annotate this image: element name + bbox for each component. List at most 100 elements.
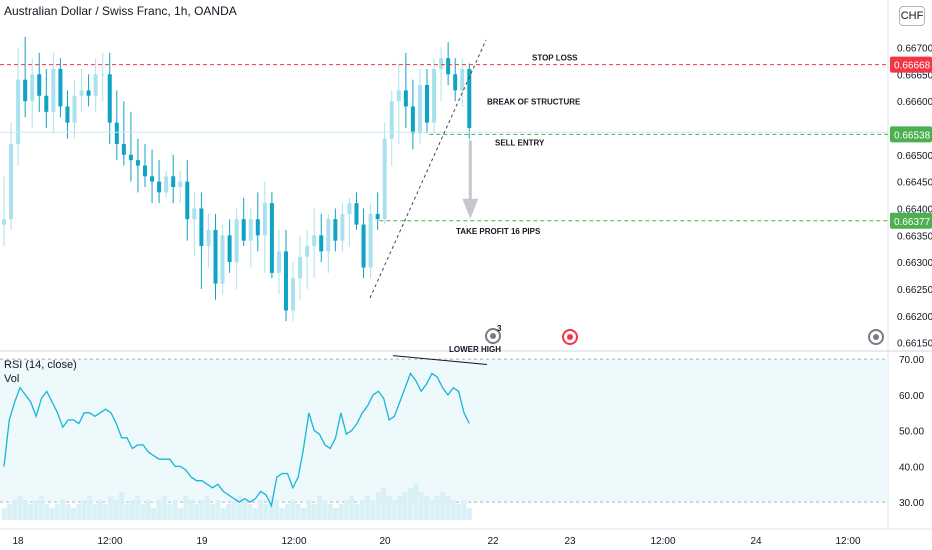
time-tick-label: 19 bbox=[196, 536, 208, 547]
volume-bar bbox=[183, 496, 189, 520]
candle-body bbox=[9, 144, 14, 220]
candle-body bbox=[178, 181, 183, 187]
rsi-legend-label[interactable]: RSI (14, close) bbox=[4, 359, 77, 371]
volume-bar bbox=[466, 508, 472, 520]
volume-bar bbox=[119, 492, 125, 520]
time-tick-label: 12:00 bbox=[650, 536, 675, 547]
event-dividend-icon bbox=[485, 328, 501, 344]
volume-bar bbox=[215, 500, 221, 520]
candle-body bbox=[326, 219, 331, 252]
candle-body bbox=[347, 203, 352, 214]
volume-bar bbox=[151, 508, 157, 520]
volume-bar bbox=[108, 496, 114, 520]
volume-bar bbox=[204, 496, 210, 520]
time-tick-label: 12:00 bbox=[281, 536, 306, 547]
candle-body bbox=[220, 235, 225, 284]
volume-bar bbox=[54, 504, 60, 520]
candle-body bbox=[37, 74, 42, 96]
price-tick-label: 0.66200 bbox=[897, 312, 932, 323]
candle-body bbox=[86, 90, 91, 96]
volume-bar bbox=[317, 496, 323, 520]
candle-body bbox=[439, 58, 444, 69]
vol-legend-label[interactable]: Vol bbox=[4, 373, 20, 385]
volume-bar bbox=[252, 508, 258, 520]
candle-body bbox=[44, 95, 49, 112]
candle-body bbox=[453, 74, 458, 91]
candle-body bbox=[248, 219, 253, 241]
candle-body bbox=[93, 74, 98, 96]
price-tick-label: 0.66150 bbox=[897, 339, 932, 350]
volume-bar bbox=[370, 500, 376, 520]
volume-bar bbox=[327, 504, 333, 520]
candle-body bbox=[276, 251, 281, 273]
candle-body bbox=[446, 58, 451, 75]
candle-body bbox=[150, 176, 155, 182]
volume-bar bbox=[354, 504, 360, 520]
volume-bar bbox=[349, 496, 355, 520]
volume-bar bbox=[279, 508, 285, 520]
candle-body bbox=[333, 219, 338, 241]
candle-body bbox=[135, 160, 140, 166]
take-profit-price-tag-bg bbox=[890, 212, 932, 229]
volume-bar bbox=[407, 488, 413, 520]
volume-bar bbox=[456, 504, 462, 520]
candle-body bbox=[157, 181, 162, 193]
candle-body bbox=[305, 246, 310, 257]
candle-body bbox=[312, 235, 317, 247]
volume-bar bbox=[402, 492, 408, 520]
time-tick-label: 12:00 bbox=[97, 536, 122, 547]
take-profit-price-tag: 0.66377 bbox=[894, 217, 931, 228]
volume-bar bbox=[424, 496, 430, 520]
candle-body bbox=[192, 208, 197, 220]
volume-bar bbox=[359, 500, 365, 520]
candle-body bbox=[23, 79, 28, 102]
rsi-tick-label: 70.00 bbox=[899, 355, 924, 366]
volume-bar bbox=[306, 500, 312, 520]
candle-body bbox=[410, 106, 415, 134]
volume-bar bbox=[434, 496, 440, 520]
volume-bar bbox=[140, 504, 146, 520]
volume-bar bbox=[375, 492, 381, 520]
volume-bar bbox=[397, 496, 403, 520]
candle-body bbox=[128, 154, 133, 161]
volume-bar bbox=[113, 500, 119, 520]
volume-bar bbox=[129, 500, 135, 520]
volume-bar bbox=[418, 492, 424, 520]
candle-body bbox=[262, 203, 267, 236]
event-flag-icon bbox=[868, 329, 884, 345]
volume-bar bbox=[12, 500, 18, 520]
candle-body bbox=[467, 68, 472, 128]
volume-bar bbox=[247, 504, 253, 520]
volume-bar bbox=[28, 504, 34, 520]
volume-bar bbox=[242, 500, 248, 520]
volume-bar bbox=[263, 504, 269, 520]
break-of-structure-label: BREAK OF STRUCTURE bbox=[487, 98, 581, 107]
candle-body bbox=[227, 235, 232, 263]
volume-bar bbox=[322, 500, 328, 520]
sell-entry-price-tag-bg bbox=[890, 126, 932, 143]
volume-bar bbox=[301, 508, 307, 520]
lower-high-line bbox=[392, 355, 488, 366]
event-count-label: 3 bbox=[497, 324, 502, 333]
rsi-tick-label: 40.00 bbox=[899, 462, 924, 473]
event-dividend-icon-dot bbox=[490, 333, 496, 339]
candle-body bbox=[361, 224, 366, 268]
stop-loss-price-tag-bg bbox=[890, 56, 932, 73]
candle-body bbox=[100, 74, 105, 76]
candle-body bbox=[171, 176, 176, 187]
candle-body bbox=[206, 229, 211, 247]
price-tick-label: 0.66350 bbox=[897, 231, 932, 242]
volume-bar bbox=[268, 496, 274, 520]
candle-body bbox=[241, 219, 246, 241]
volume-bar bbox=[145, 500, 151, 520]
rsi-line bbox=[3, 372, 470, 508]
currency-button[interactable]: CHF bbox=[899, 6, 925, 26]
lower-high-label: LOWER HIGH bbox=[449, 345, 501, 354]
rsi-band bbox=[0, 359, 888, 503]
time-tick-label: 24 bbox=[750, 536, 762, 547]
target-arrow-head bbox=[462, 198, 479, 219]
candle-body bbox=[460, 68, 465, 91]
volume-bar bbox=[450, 500, 456, 520]
candle-body bbox=[114, 122, 119, 145]
